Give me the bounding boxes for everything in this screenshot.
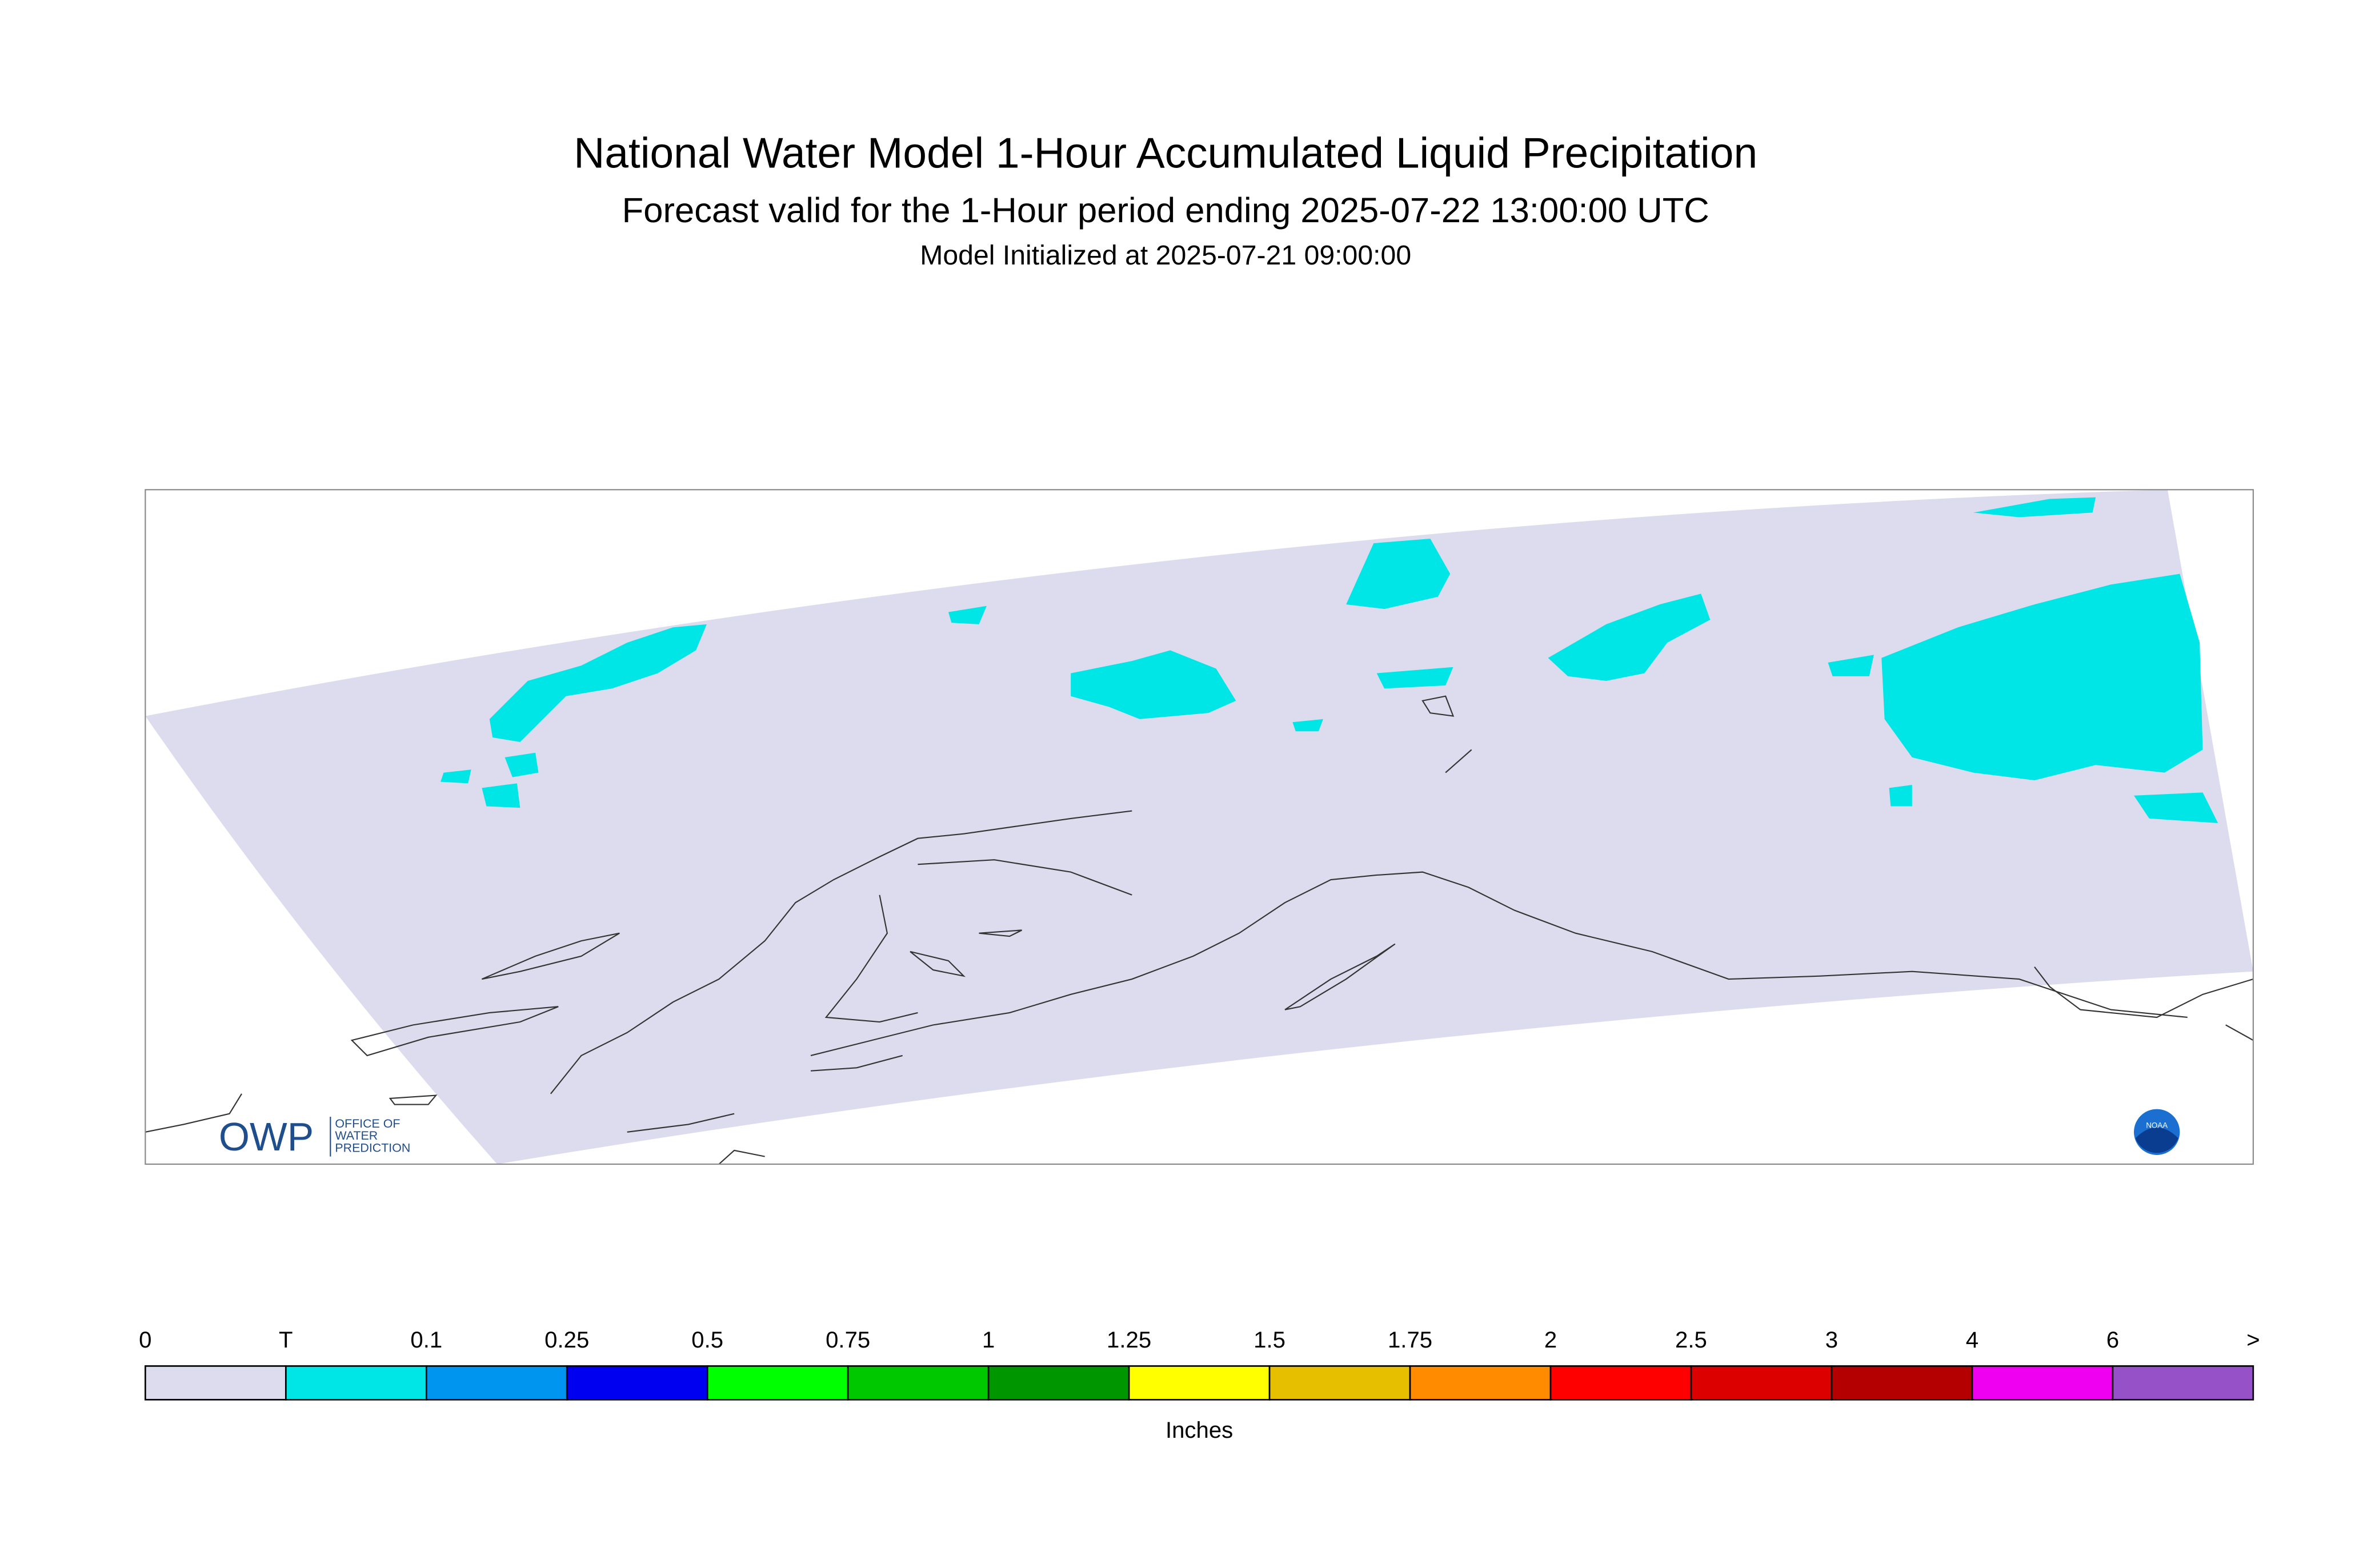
- legend-label: 2: [1544, 1327, 1557, 1353]
- map-frame: [145, 489, 2254, 1165]
- legend-swatch: [987, 1365, 1130, 1401]
- legend-swatch: [1268, 1365, 1411, 1401]
- owp-acronym: OWP: [219, 1114, 314, 1159]
- legend-swatch: [847, 1365, 990, 1401]
- legend-label: 0.1: [410, 1327, 442, 1353]
- legend-swatch: [285, 1365, 427, 1401]
- legend-label: 1.5: [1253, 1327, 1285, 1353]
- legend-swatch: [706, 1365, 849, 1401]
- noaa-logo: NOAA: [2134, 1109, 2180, 1155]
- title: National Water Model 1-Hour Accumulated …: [574, 129, 1757, 177]
- legend: 0 T 0.1 0.25 0.5 0.75 1 1.25 1.5 1.75 2 2.5 3 4 6 >: [139, 1327, 2260, 1401]
- legend-label: 0: [139, 1327, 151, 1353]
- legend-swatch: [566, 1365, 708, 1401]
- legend-units: Inches: [1166, 1417, 1233, 1443]
- legend-swatch: [1549, 1365, 1692, 1401]
- legend-swatch: [1971, 1365, 2114, 1401]
- coastlines: [145, 695, 2253, 1165]
- legend-swatch: [145, 1365, 287, 1401]
- owp-line: PREDICTION: [335, 1141, 410, 1155]
- owp-logo: OWP OFFICE OF WATER PREDICTION: [219, 1114, 410, 1159]
- legend-label: 1: [982, 1327, 995, 1353]
- owp-line: WATER: [335, 1129, 378, 1142]
- legend-swatch: [1831, 1365, 1973, 1401]
- legend-label: 1.75: [1388, 1327, 1432, 1353]
- legend-label: 0.75: [826, 1327, 870, 1353]
- precip-areas: [440, 497, 2218, 823]
- noaa-text: NOAA: [2146, 1121, 2168, 1130]
- legend-swatch: [1409, 1365, 1552, 1401]
- legend-swatch: [1690, 1365, 1833, 1401]
- legend-label: 2.5: [1675, 1327, 1707, 1353]
- owp-line: OFFICE OF: [335, 1117, 400, 1130]
- legend-swatch: [2112, 1365, 2254, 1401]
- init-time: Model Initialized at 2025-07-21 09:00:00: [920, 240, 1411, 271]
- map: OWP OFFICE OF WATER PREDICTION NOAA: [145, 490, 2253, 1165]
- subtitle: Forecast valid for the 1-Hour period end…: [622, 191, 1709, 230]
- legend-label: 4: [1966, 1327, 1978, 1353]
- model-domain: [145, 490, 2253, 1165]
- legend-label: T: [279, 1327, 293, 1353]
- legend-label: 1.25: [1107, 1327, 1151, 1353]
- legend-label: 0.5: [691, 1327, 723, 1353]
- legend-label: 6: [2106, 1327, 2119, 1353]
- legend-label: 3: [1825, 1327, 1838, 1353]
- legend-label: 0.25: [544, 1327, 589, 1353]
- legend-swatch: [1128, 1365, 1271, 1401]
- legend-swatch: [425, 1365, 568, 1401]
- legend-label: >: [2246, 1327, 2260, 1353]
